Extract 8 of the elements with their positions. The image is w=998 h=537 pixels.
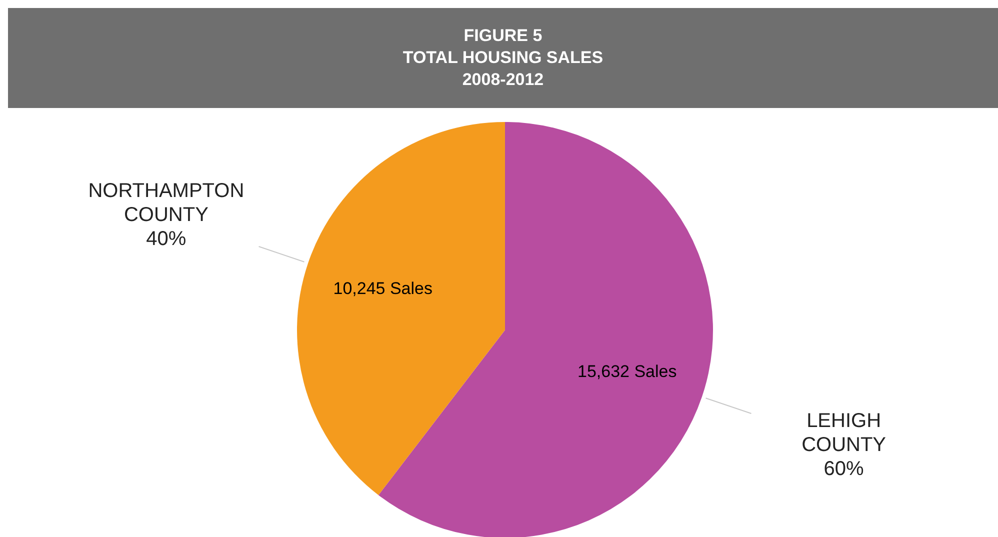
chart-title: FIGURE 5 TOTAL HOUSING SALES 2008-2012 (402, 25, 604, 91)
data-label: 10,245 Sales (333, 279, 432, 298)
slice-label: NORTHAMPTON COUNTY (88, 180, 244, 226)
pie-slice (297, 122, 505, 496)
slice-label: LEHIGH COUNTY (802, 410, 886, 456)
text: 60% (824, 458, 864, 480)
data-label: 15,632 Sales (578, 362, 677, 381)
text: 40% (146, 228, 186, 250)
